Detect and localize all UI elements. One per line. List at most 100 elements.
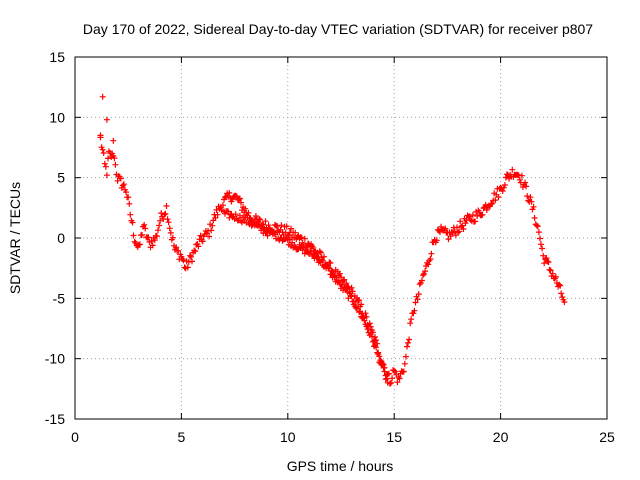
data-point (428, 250, 435, 257)
data-point (561, 299, 568, 305)
data-point (384, 379, 391, 386)
data-point (331, 272, 338, 279)
data-point (192, 248, 199, 255)
data-point (145, 234, 152, 241)
data-point (402, 353, 409, 360)
data-point (212, 214, 219, 221)
data-point (366, 320, 373, 327)
data-point (349, 298, 356, 305)
data-point (523, 183, 530, 190)
data-point (99, 146, 106, 153)
data-point (405, 339, 411, 346)
data-point (274, 223, 281, 230)
data-point (323, 261, 330, 268)
data-point (186, 252, 193, 259)
data-point (480, 205, 487, 212)
data-point (184, 264, 191, 271)
data-point (213, 206, 220, 213)
data-point (421, 270, 427, 277)
data-point (400, 368, 407, 375)
data-point (326, 259, 333, 266)
data-point (199, 238, 206, 245)
data-point (336, 270, 343, 277)
data-point (165, 219, 172, 226)
data-point (112, 161, 119, 168)
data-point (524, 193, 531, 200)
data-point (328, 268, 335, 274)
data-point (495, 194, 502, 200)
data-point (472, 218, 479, 225)
data-point (499, 188, 506, 194)
data-point (110, 137, 117, 144)
x-axis-label: GPS time / hours (287, 458, 394, 474)
data-point (467, 217, 474, 223)
data-point (149, 242, 156, 249)
y-tick-label: 0 (57, 230, 65, 246)
data-point (158, 210, 165, 217)
data-point (547, 267, 554, 274)
x-tick-label: 0 (71, 429, 79, 445)
data-point (226, 189, 233, 196)
data-point (286, 236, 293, 243)
data-point (233, 193, 240, 200)
data-point (274, 229, 281, 236)
data-point (361, 317, 368, 324)
data-point (379, 361, 386, 368)
data-point (375, 351, 382, 358)
data-point (162, 210, 169, 217)
data-point (188, 253, 194, 260)
data-point (531, 215, 538, 221)
data-point (189, 258, 195, 265)
data-point (301, 235, 308, 242)
data-point (99, 93, 106, 100)
data-point (460, 226, 467, 232)
x-tick-label: 20 (493, 429, 509, 445)
data-point (541, 260, 548, 267)
data-point (120, 181, 127, 188)
data-point (126, 200, 133, 207)
data-point (114, 177, 121, 184)
data-point (298, 234, 305, 241)
data-point (415, 291, 422, 298)
data-point (360, 314, 367, 321)
data-point (357, 308, 364, 315)
data-point (252, 213, 259, 219)
data-point (299, 247, 306, 254)
data-point (195, 243, 202, 250)
data-point (100, 150, 107, 156)
data-point (489, 200, 496, 207)
data-point (314, 254, 321, 261)
data-point (373, 337, 380, 344)
data-point (534, 223, 541, 230)
data-point (256, 216, 263, 222)
data-point (392, 368, 399, 375)
data-point (318, 256, 325, 263)
data-point (525, 197, 532, 204)
data-point (501, 182, 508, 188)
y-tick-label: -5 (53, 290, 66, 306)
data-point (297, 234, 304, 241)
data-point (367, 329, 374, 336)
data-point (427, 256, 434, 262)
data-point (539, 245, 546, 252)
data-point (356, 309, 363, 316)
data-point (522, 179, 529, 186)
data-points (97, 93, 568, 387)
data-point (294, 246, 301, 253)
data-point (462, 220, 469, 227)
data-point (103, 116, 110, 123)
data-point (518, 172, 525, 179)
data-point (110, 152, 117, 159)
data-point (527, 194, 534, 201)
data-point (119, 182, 126, 189)
data-point (500, 184, 507, 191)
data-point (142, 225, 149, 232)
x-tick-label: 25 (599, 429, 615, 445)
data-point (368, 333, 375, 340)
data-point (236, 212, 243, 219)
data-point (232, 211, 239, 218)
chart-title: Day 170 of 2022, Sidereal Day-to-day VTE… (83, 21, 593, 37)
y-tick-label: 15 (49, 49, 65, 65)
data-point (335, 277, 342, 284)
data-point (455, 229, 461, 236)
